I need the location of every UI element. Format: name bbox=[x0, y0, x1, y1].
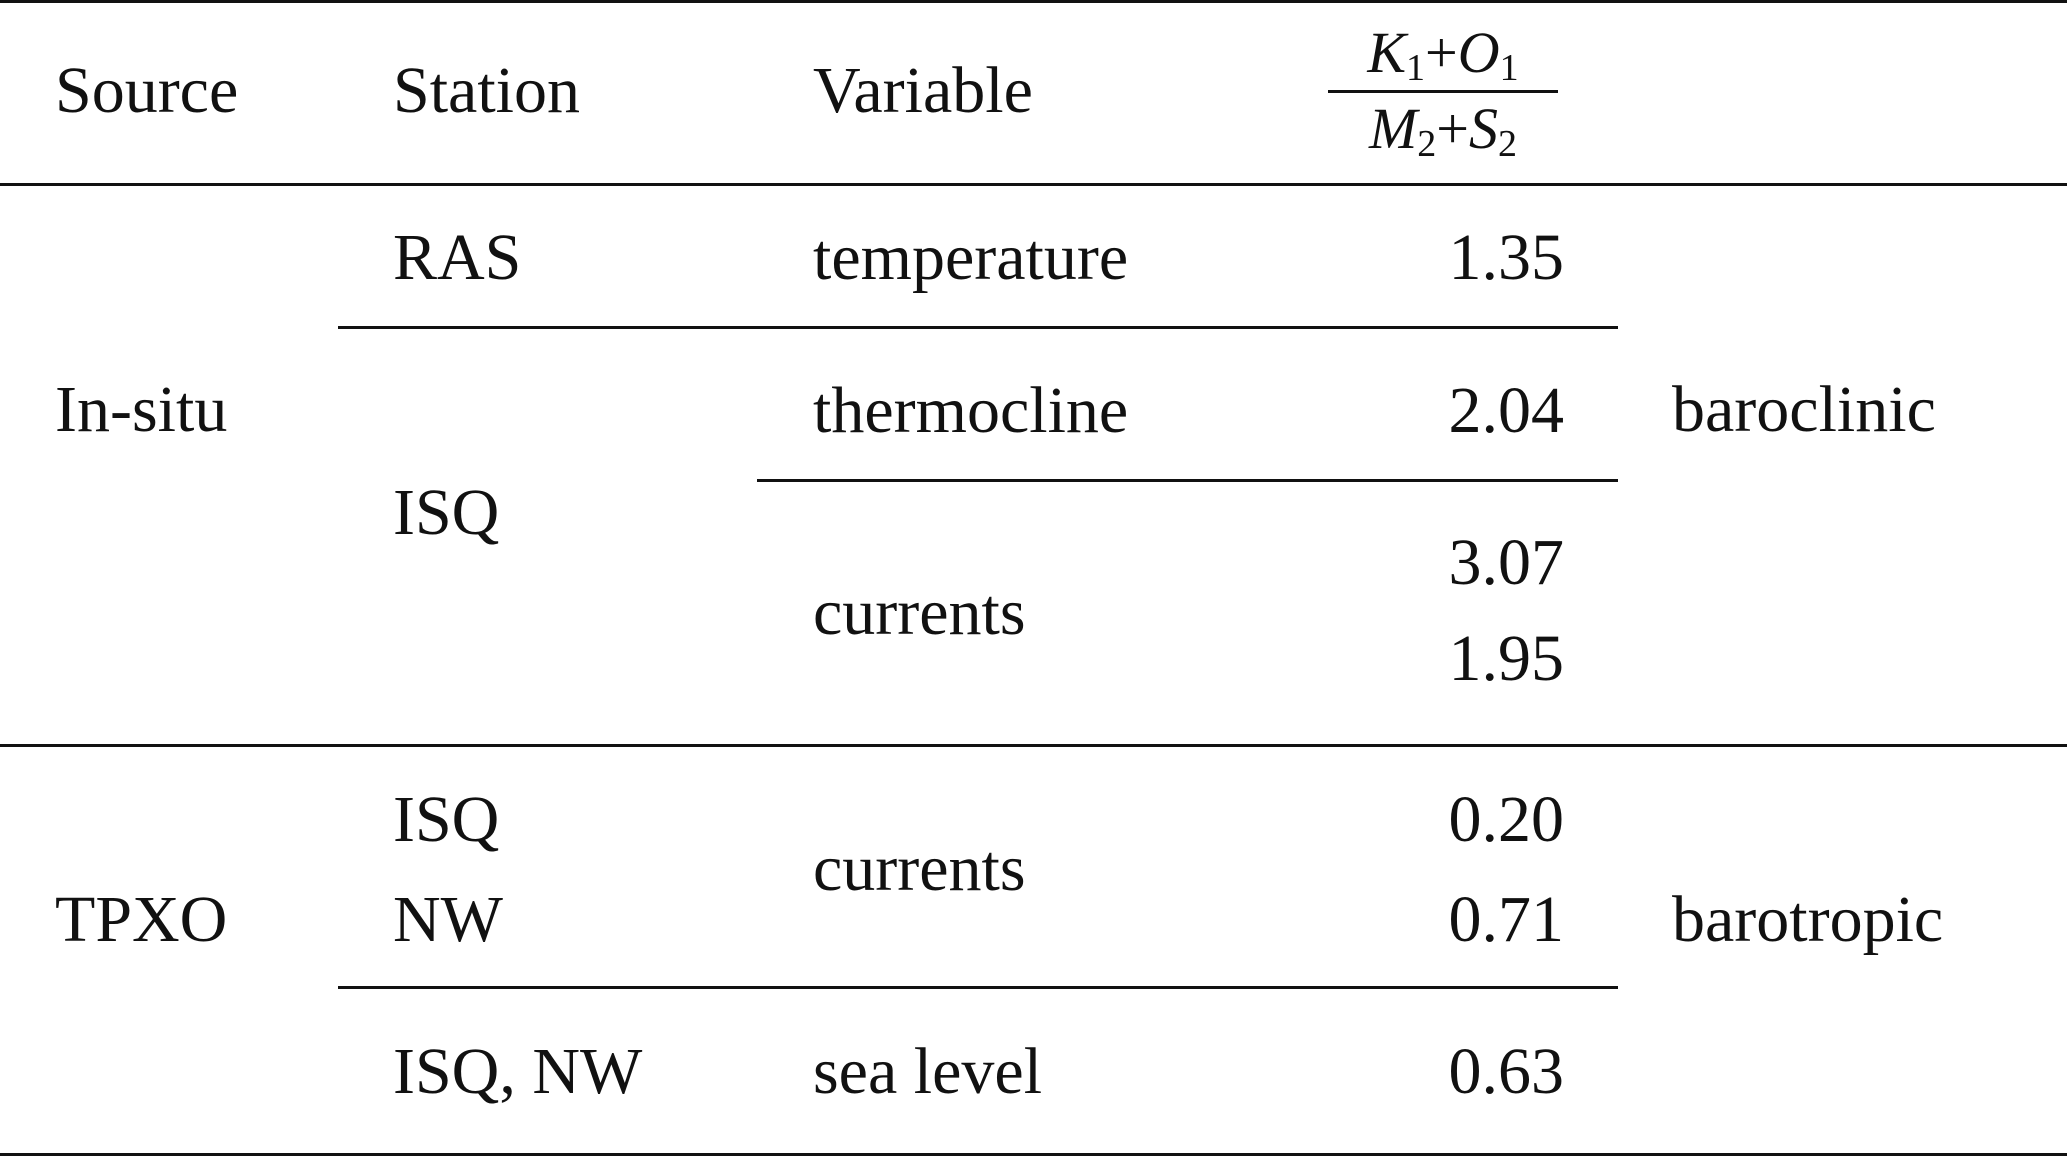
ratio-value: 1.95 bbox=[1448, 622, 1565, 695]
station-cell: ISQ bbox=[393, 476, 500, 549]
table-bottom-rule bbox=[0, 1153, 2067, 1156]
variable-cell: thermocline bbox=[813, 374, 1129, 447]
variable-cell: currents bbox=[813, 832, 1026, 905]
group-separator-rule bbox=[0, 744, 2067, 747]
partial-rule bbox=[338, 326, 1618, 329]
ratio-value: 1.35 bbox=[1448, 221, 1565, 294]
station-cell: ISQ, NW bbox=[393, 1035, 643, 1108]
column-header-station: Station bbox=[393, 54, 581, 127]
source-cell: TPXO bbox=[55, 883, 228, 956]
type-cell: baroclinic bbox=[1672, 373, 1936, 446]
partial-rule bbox=[338, 986, 1618, 989]
ratio-denominator: M2+S2 bbox=[1368, 96, 1518, 166]
column-header-variable: Variable bbox=[813, 54, 1033, 127]
fraction-bar bbox=[1328, 90, 1558, 93]
ratio-value: 0.20 bbox=[1448, 783, 1565, 856]
type-cell: barotropic bbox=[1672, 883, 1944, 956]
station-cell: NW bbox=[393, 883, 503, 956]
ratio-numerator: K1+O1 bbox=[1367, 20, 1519, 90]
variable-cell: temperature bbox=[813, 221, 1129, 294]
source-cell: In-situ bbox=[55, 373, 228, 446]
ratio-value: 2.04 bbox=[1448, 374, 1565, 447]
station-cell: ISQ bbox=[393, 783, 500, 856]
ratio-value: 0.71 bbox=[1448, 883, 1565, 956]
header-rule bbox=[0, 183, 2067, 186]
variable-cell: currents bbox=[813, 576, 1026, 649]
variable-cell: sea level bbox=[813, 1035, 1043, 1108]
ratio-value: 3.07 bbox=[1448, 526, 1565, 599]
table-top-rule bbox=[0, 0, 2067, 3]
column-header-ratio: K1+O1 M2+S2 bbox=[1318, 20, 1568, 165]
column-header-source: Source bbox=[55, 54, 239, 127]
station-cell: RAS bbox=[393, 221, 522, 294]
ratio-value: 0.63 bbox=[1448, 1035, 1565, 1108]
partial-rule bbox=[757, 479, 1618, 482]
